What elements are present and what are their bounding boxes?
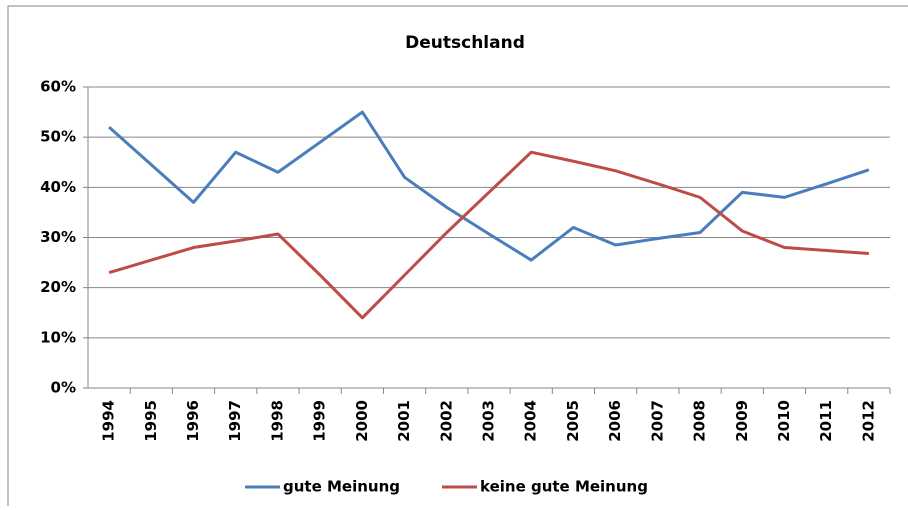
data-line: [108, 150, 870, 320]
x-tick-label: 1995: [142, 400, 160, 442]
x-tick-label: 2004: [522, 400, 540, 442]
y-tick-label: 50%: [40, 128, 76, 146]
x-tick-label: 2009: [733, 400, 751, 442]
x-tick-label: 1996: [184, 400, 202, 442]
x-tick-label: 2007: [648, 400, 666, 442]
y-tick-label: 10%: [40, 328, 76, 346]
y-tick-label: 60%: [40, 78, 76, 96]
x-tick-label: 2005: [564, 400, 582, 442]
x-tick-label: 2000: [353, 400, 371, 442]
legend-label: keine gute Meinung: [480, 478, 648, 496]
x-tick-label: 2003: [480, 400, 498, 442]
y-tick-label: 0%: [51, 379, 76, 397]
x-tick-label: 1998: [268, 400, 286, 442]
y-tick-label: 30%: [40, 228, 76, 246]
x-tick-label: 2002: [437, 400, 455, 442]
x-tick-label: 2011: [817, 400, 835, 442]
data-line: [108, 110, 870, 262]
y-tick-label: 20%: [40, 278, 76, 296]
x-tick-label: 1994: [100, 400, 118, 442]
x-tick-label: 2010: [775, 400, 793, 442]
x-tick-label: 2008: [691, 400, 709, 442]
x-tick-label: 2012: [859, 400, 877, 442]
chart-title: Deutschland: [405, 33, 525, 53]
x-tick-label: 2001: [395, 400, 413, 442]
x-tick-label: 1997: [226, 400, 244, 442]
x-tick-label: 2006: [606, 400, 624, 442]
legend-label: gute Meinung: [283, 478, 400, 496]
y-tick-label: 40%: [40, 178, 76, 196]
x-tick-label: 1999: [311, 400, 329, 442]
